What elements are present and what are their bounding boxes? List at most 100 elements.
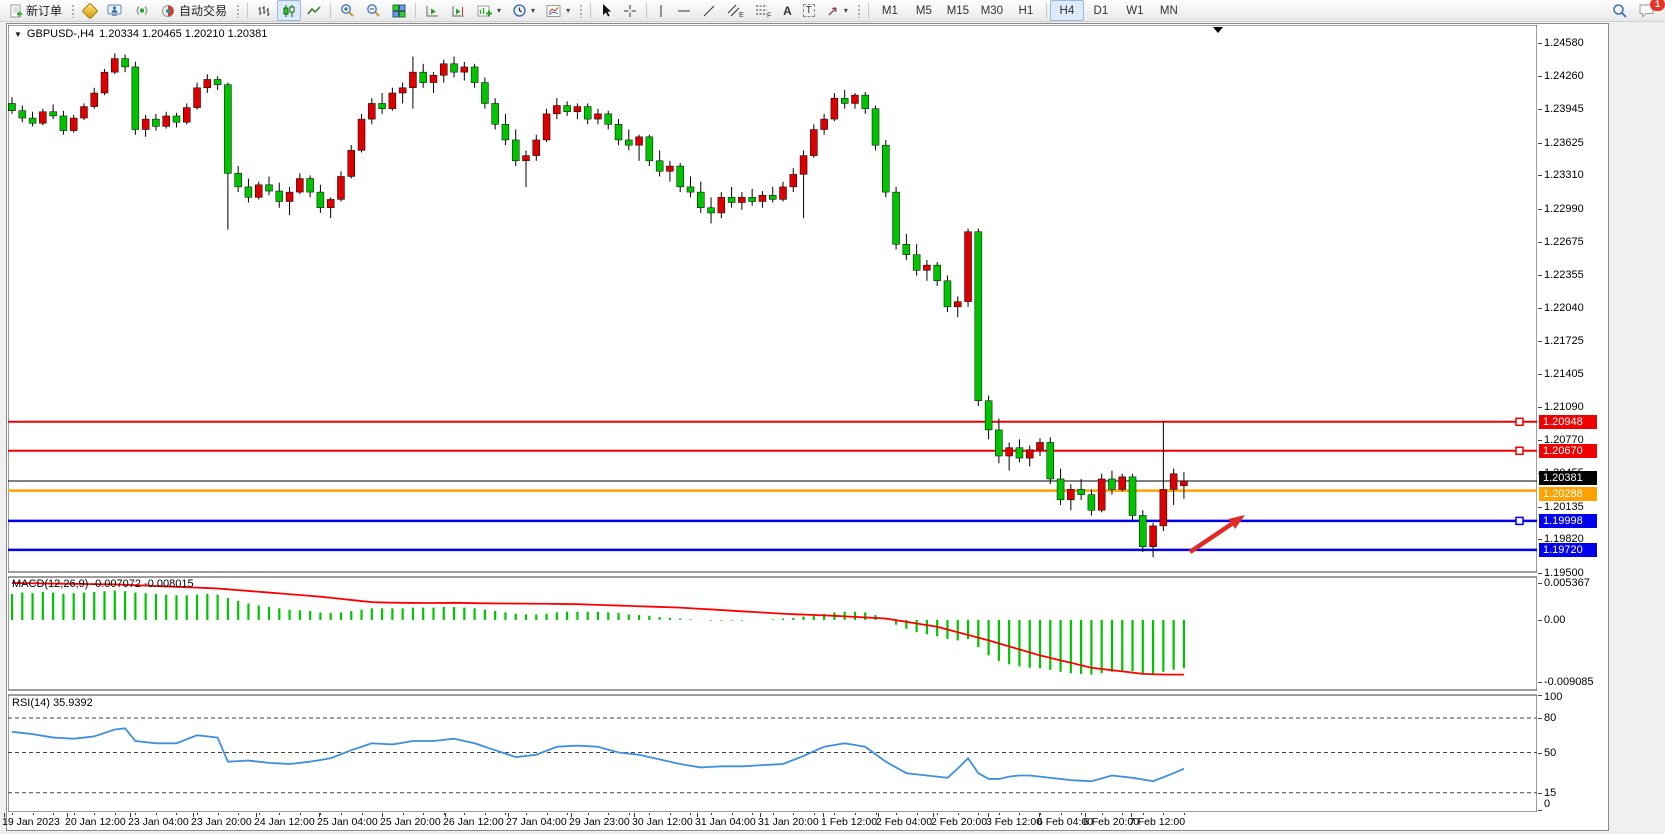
date-tick [130, 813, 131, 817]
candle [316, 191, 325, 209]
timeframe-D1[interactable]: D1 [1093, 4, 1109, 17]
date-minor-tick [341, 813, 342, 815]
new-order-button[interactable]: 新订单 [4, 0, 67, 21]
fibonacci-tool-button[interactable]: F [750, 0, 777, 21]
gold-tag-button[interactable] [79, 0, 101, 21]
date-minor-tick [1122, 813, 1123, 815]
bar-chart-button[interactable] [252, 0, 276, 21]
candle [995, 429, 1003, 457]
search-icon [1613, 3, 1627, 18]
candle [470, 66, 479, 83]
candle [203, 79, 212, 89]
tile-windows-button[interactable] [387, 0, 411, 21]
macd-layer [10, 582, 1186, 676]
price-badge-1.20670: 1.20670 [1539, 443, 1597, 458]
date-label: 6 Feb 20:00 [1083, 816, 1140, 828]
horizontal-line-icon [678, 10, 691, 11]
svg-text:F: F [767, 13, 771, 19]
trendline-tool-button[interactable] [697, 0, 721, 21]
candle [1046, 442, 1055, 480]
timeframe-M15[interactable]: M15 [946, 4, 970, 17]
zoom-in-button[interactable] [335, 0, 360, 21]
date-minor-tick [814, 813, 815, 815]
candle [450, 63, 458, 73]
line-handle[interactable] [1515, 516, 1524, 526]
timeframe-M30[interactable]: M30 [980, 4, 1004, 17]
candle [1015, 447, 1024, 459]
text-tool-button[interactable]: A [778, 0, 797, 21]
search-button[interactable] [1607, 0, 1633, 21]
arrow-annotation[interactable] [1188, 522, 1233, 554]
date-label: 29 Jan 23:00 [569, 816, 630, 828]
arrows-tool-button[interactable]: ▾ [821, 0, 853, 21]
chart-shift-marker[interactable] [1213, 27, 1223, 33]
date-minor-tick [94, 813, 95, 815]
candle [563, 105, 571, 113]
cursor-tool-button[interactable] [595, 0, 617, 21]
line-handle[interactable] [1515, 446, 1524, 456]
signal-button[interactable] [129, 0, 155, 21]
candle [491, 103, 499, 125]
templates-button[interactable]: ▾ [541, 0, 575, 21]
date-minor-tick [1019, 813, 1020, 815]
toolbar-grip [71, 3, 76, 18]
timeframe-H4[interactable]: H4 [1049, 0, 1084, 21]
arrow-annotation-head[interactable] [1228, 515, 1245, 529]
candle [861, 94, 869, 109]
new-chart-button[interactable]: ▾ [472, 0, 506, 21]
candle [984, 400, 993, 431]
candle [337, 176, 345, 200]
auto-scroll-button[interactable] [420, 0, 445, 21]
candle [686, 186, 695, 193]
candle [1036, 442, 1044, 450]
price-tick-label: 1.19820 [1544, 533, 1584, 546]
line-handle[interactable] [1515, 417, 1524, 427]
bar-chart-icon [258, 5, 270, 16]
macd-tick-label: -0.009085 [1544, 675, 1594, 688]
auto-trading-button[interactable]: 自动交易 [156, 0, 232, 21]
date-minor-tick [1184, 813, 1185, 815]
candle [368, 103, 376, 120]
candle [121, 58, 129, 68]
zoom-out-button[interactable] [361, 0, 386, 21]
date-minor-tick [423, 813, 424, 815]
timeframe-M5[interactable]: M5 [915, 4, 932, 17]
chart-title[interactable]: ▼ GBPUSD-,H4 1.20334 1.20465 1.20210 1.2… [14, 28, 267, 40]
line-chart-button[interactable] [302, 0, 326, 21]
candle [172, 115, 181, 123]
collapse-icon[interactable]: ▼ [14, 29, 22, 39]
timeframe-MN[interactable]: MN [1159, 4, 1178, 17]
candlestick-chart-button[interactable] [277, 0, 302, 21]
vertical-line-tool-button[interactable] [651, 0, 671, 21]
date-minor-tick [876, 813, 877, 815]
date-label: 30 Jan 12:00 [632, 816, 693, 828]
chart-canvas[interactable] [8, 25, 1537, 812]
horizontal-line-tool-button[interactable] [672, 0, 696, 21]
title-ohlc: 1.20334 1.20465 1.20210 1.20381 [99, 28, 268, 40]
timeframe-M1[interactable]: M1 [881, 4, 898, 17]
chart-shift-button[interactable] [446, 0, 471, 21]
channel-tool-button[interactable]: E [722, 0, 749, 21]
axis-tick [1538, 539, 1542, 541]
price-tick-label: 1.21405 [1544, 368, 1584, 381]
terminal-button[interactable] [102, 0, 128, 21]
level-lines-layer [8, 417, 1537, 552]
date-minor-tick [1061, 813, 1062, 815]
chat-button[interactable]: 1 [1633, 0, 1665, 21]
timeframe-H1[interactable]: H1 [1018, 4, 1034, 17]
candle [1139, 515, 1147, 548]
date-minor-tick [320, 813, 321, 815]
candle [789, 174, 798, 188]
macd-signal-line [11, 582, 1184, 676]
text-label-tool-button[interactable]: T [798, 0, 820, 21]
periods-button[interactable]: ▾ [507, 0, 540, 21]
crosshair-tool-button[interactable] [618, 0, 642, 21]
date-minor-tick [588, 813, 589, 815]
date-minor-tick [917, 813, 918, 815]
timeframe-W1[interactable]: W1 [1126, 4, 1144, 17]
candle [912, 254, 921, 271]
separator [330, 3, 332, 18]
candle [851, 94, 859, 104]
candle [1159, 489, 1168, 527]
